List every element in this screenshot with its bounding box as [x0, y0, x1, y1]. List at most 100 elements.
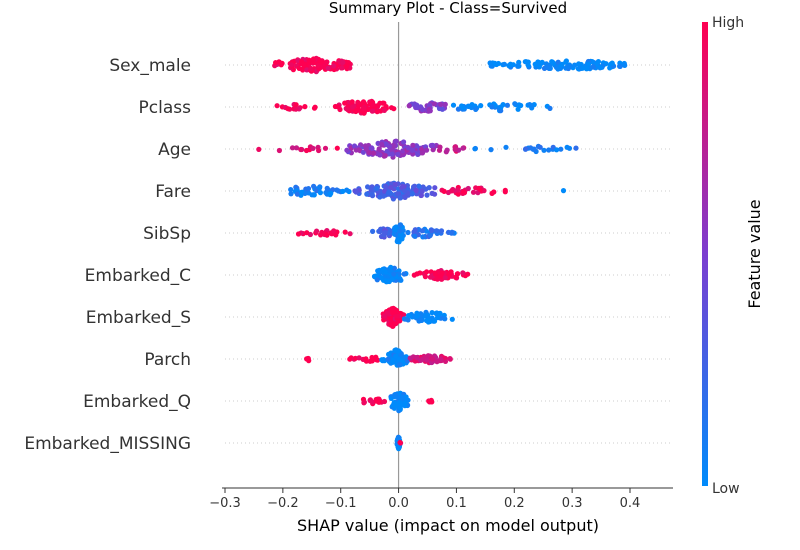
data-point — [389, 276, 395, 282]
data-point — [305, 186, 312, 192]
data-point — [396, 348, 402, 354]
feature-label: SibSp — [143, 224, 191, 244]
data-point — [559, 61, 565, 67]
x-tick-label: 0.3 — [562, 496, 583, 511]
data-point — [355, 99, 361, 105]
colorbar-low-label: Low — [712, 481, 740, 497]
data-point — [320, 64, 326, 70]
data-point — [436, 105, 443, 112]
data-point — [342, 229, 348, 235]
data-point — [455, 271, 461, 277]
data-point — [405, 145, 411, 151]
data-point — [309, 192, 315, 198]
data-point — [423, 228, 429, 234]
data-point — [470, 189, 477, 195]
data-point — [422, 312, 428, 318]
data-point — [389, 147, 395, 154]
data-point — [412, 183, 418, 189]
data-point — [449, 316, 455, 322]
data-point — [389, 151, 395, 157]
data-point — [317, 185, 323, 191]
data-point — [546, 147, 552, 153]
data-point — [419, 228, 425, 234]
data-point — [396, 362, 402, 368]
data-point — [442, 275, 448, 281]
data-point — [488, 147, 494, 153]
data-point — [370, 228, 376, 234]
data-point — [390, 310, 396, 316]
data-point — [298, 189, 304, 195]
data-point — [418, 317, 424, 323]
data-point — [379, 141, 385, 147]
data-point — [461, 189, 467, 195]
data-point — [376, 146, 382, 152]
data-point — [276, 59, 282, 65]
data-point — [393, 353, 399, 359]
data-point — [595, 59, 602, 65]
data-point — [411, 272, 417, 278]
data-point — [382, 188, 388, 194]
data-point — [416, 183, 422, 189]
data-point — [472, 146, 478, 152]
data-point — [342, 100, 348, 106]
data-point — [428, 142, 434, 149]
data-point — [377, 152, 383, 158]
data-point — [315, 63, 321, 69]
data-point — [331, 228, 337, 234]
data-point — [334, 145, 340, 151]
feature-label: Embarked_S — [86, 308, 191, 328]
data-point — [378, 275, 384, 281]
data-point — [558, 146, 564, 152]
data-point — [396, 446, 402, 452]
data-point — [609, 60, 615, 66]
data-point — [324, 185, 330, 191]
data-point — [455, 191, 461, 197]
data-point — [375, 357, 381, 363]
data-point — [345, 107, 351, 113]
data-point — [303, 147, 310, 154]
data-point — [299, 59, 305, 65]
data-point — [347, 356, 353, 362]
data-point — [256, 146, 262, 152]
data-point — [374, 103, 380, 109]
data-point — [380, 266, 386, 272]
data-point — [311, 183, 317, 189]
data-point — [398, 402, 404, 408]
data-point — [377, 194, 383, 200]
data-point — [617, 63, 623, 69]
data-point — [396, 435, 402, 441]
data-point — [369, 354, 375, 361]
data-point — [402, 188, 408, 194]
data-point — [368, 187, 374, 193]
data-point — [405, 229, 411, 236]
data-point — [308, 65, 314, 72]
data-point — [452, 146, 458, 153]
x-axis-label: SHAP value (impact on model output) — [297, 516, 599, 535]
data-point — [285, 106, 291, 112]
data-point — [402, 316, 408, 322]
data-point — [507, 61, 514, 67]
data-point — [397, 222, 403, 228]
data-point — [442, 101, 448, 107]
feature-label: Sex_male — [109, 56, 191, 76]
data-point — [418, 192, 424, 198]
x-axis: −0.3 −0.2 −0.1 0.0 0.1 0.2 0.3 0.4 — [209, 487, 673, 511]
data-point — [478, 103, 484, 109]
data-point — [381, 398, 388, 405]
feature-label: Embarked_C — [85, 266, 191, 286]
data-point — [384, 310, 390, 316]
data-point — [448, 269, 454, 275]
data-point — [450, 102, 457, 108]
data-point — [429, 228, 435, 234]
data-point — [460, 145, 466, 151]
data-point — [473, 106, 479, 112]
feature-rows: Sex_male Pclass Age Fare SibSp Embarked_C Emba… — [24, 56, 673, 454]
data-point — [400, 394, 406, 400]
data-point — [434, 228, 440, 234]
data-point — [414, 312, 421, 318]
data-point — [392, 181, 398, 187]
data-point — [363, 146, 369, 152]
data-point — [414, 102, 420, 108]
data-point — [385, 278, 391, 284]
